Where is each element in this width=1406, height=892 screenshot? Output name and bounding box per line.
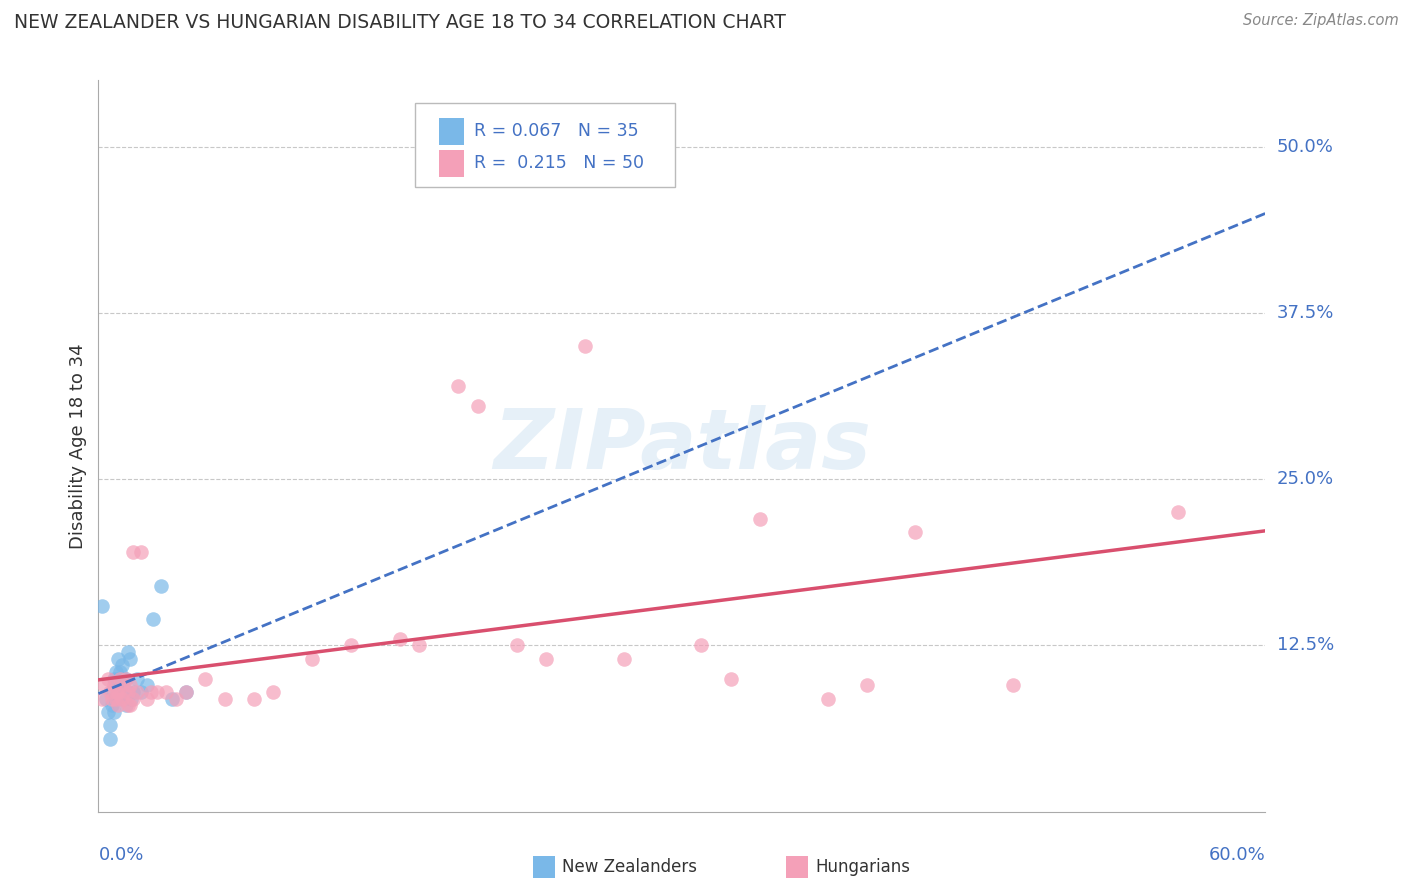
Point	[104, 691, 127, 706]
Point	[114, 672, 136, 686]
Point	[122, 691, 145, 706]
Point	[1001, 678, 1024, 692]
Point	[574, 339, 596, 353]
Point	[111, 658, 134, 673]
Point	[114, 698, 136, 713]
Point	[388, 632, 411, 646]
Point	[262, 685, 284, 699]
Point	[146, 685, 169, 699]
Point	[142, 612, 165, 626]
Text: 60.0%: 60.0%	[1209, 847, 1265, 864]
Point	[97, 705, 120, 719]
Point	[114, 672, 136, 686]
Point	[613, 652, 636, 666]
Point	[107, 672, 129, 686]
Y-axis label: Disability Age 18 to 34: Disability Age 18 to 34	[69, 343, 87, 549]
Text: 37.5%: 37.5%	[1277, 304, 1334, 322]
Point	[174, 685, 197, 699]
Text: New Zealanders: New Zealanders	[562, 858, 697, 876]
Point	[408, 639, 430, 653]
Point	[101, 698, 124, 713]
Point	[136, 691, 159, 706]
Point	[104, 665, 127, 679]
Point	[107, 685, 129, 699]
Point	[720, 672, 742, 686]
Point	[129, 685, 152, 699]
Point	[101, 691, 124, 706]
Point	[112, 685, 135, 699]
Point	[104, 678, 127, 692]
Point	[108, 678, 131, 692]
Point	[118, 698, 141, 713]
Point	[505, 639, 527, 653]
Point	[118, 678, 141, 692]
Point	[243, 691, 266, 706]
Point	[98, 731, 121, 746]
Point	[117, 685, 139, 699]
Point	[118, 652, 141, 666]
Point	[214, 691, 236, 706]
Point	[121, 691, 143, 706]
Point	[91, 691, 114, 706]
Text: 0.0%: 0.0%	[98, 847, 143, 864]
Point	[817, 691, 839, 706]
Point	[103, 678, 125, 692]
Text: R =  0.215   N = 50: R = 0.215 N = 50	[474, 154, 644, 172]
Point	[467, 399, 489, 413]
Point	[447, 379, 470, 393]
Text: 12.5%: 12.5%	[1277, 637, 1334, 655]
Point	[111, 691, 134, 706]
Point	[534, 652, 557, 666]
Point	[104, 685, 127, 699]
Point	[904, 525, 927, 540]
Text: R = 0.067   N = 35: R = 0.067 N = 35	[474, 122, 638, 140]
Point	[98, 685, 121, 699]
Point	[690, 639, 713, 653]
Point	[107, 698, 129, 713]
Point	[108, 672, 131, 686]
Point	[117, 685, 139, 699]
Point	[127, 672, 149, 686]
Point	[1167, 506, 1189, 520]
Point	[96, 691, 118, 706]
Text: NEW ZEALANDER VS HUNGARIAN DISABILITY AGE 18 TO 34 CORRELATION CHART: NEW ZEALANDER VS HUNGARIAN DISABILITY AG…	[14, 13, 786, 32]
Point	[129, 545, 152, 559]
Point	[112, 691, 135, 706]
Point	[136, 678, 159, 692]
Text: Hungarians: Hungarians	[815, 858, 911, 876]
Point	[91, 599, 114, 613]
Point	[103, 672, 125, 686]
Text: 50.0%: 50.0%	[1277, 137, 1333, 156]
Point	[855, 678, 877, 692]
Point	[122, 685, 145, 699]
Text: Source: ZipAtlas.com: Source: ZipAtlas.com	[1243, 13, 1399, 29]
Point	[107, 652, 129, 666]
Text: ZIPatlas: ZIPatlas	[494, 406, 870, 486]
Point	[103, 705, 125, 719]
Point	[97, 672, 120, 686]
Point	[127, 685, 149, 699]
Point	[301, 652, 323, 666]
Point	[104, 691, 127, 706]
Point	[165, 691, 187, 706]
Point	[194, 672, 217, 686]
Point	[98, 718, 121, 732]
Point	[139, 685, 162, 699]
Point	[122, 545, 145, 559]
Point	[340, 639, 363, 653]
Point	[162, 691, 184, 706]
Point	[117, 698, 139, 713]
Point	[93, 678, 115, 692]
Point	[112, 672, 135, 686]
Point	[155, 685, 177, 699]
Point	[101, 685, 124, 699]
Text: 25.0%: 25.0%	[1277, 470, 1334, 488]
Point	[108, 665, 131, 679]
Point	[149, 579, 172, 593]
Point	[107, 685, 129, 699]
Point	[174, 685, 197, 699]
Point	[117, 645, 139, 659]
Point	[748, 512, 770, 526]
Point	[111, 685, 134, 699]
